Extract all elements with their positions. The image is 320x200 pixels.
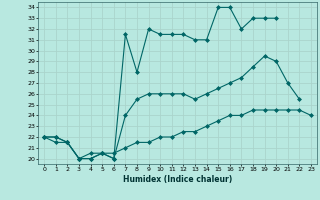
- X-axis label: Humidex (Indice chaleur): Humidex (Indice chaleur): [123, 175, 232, 184]
